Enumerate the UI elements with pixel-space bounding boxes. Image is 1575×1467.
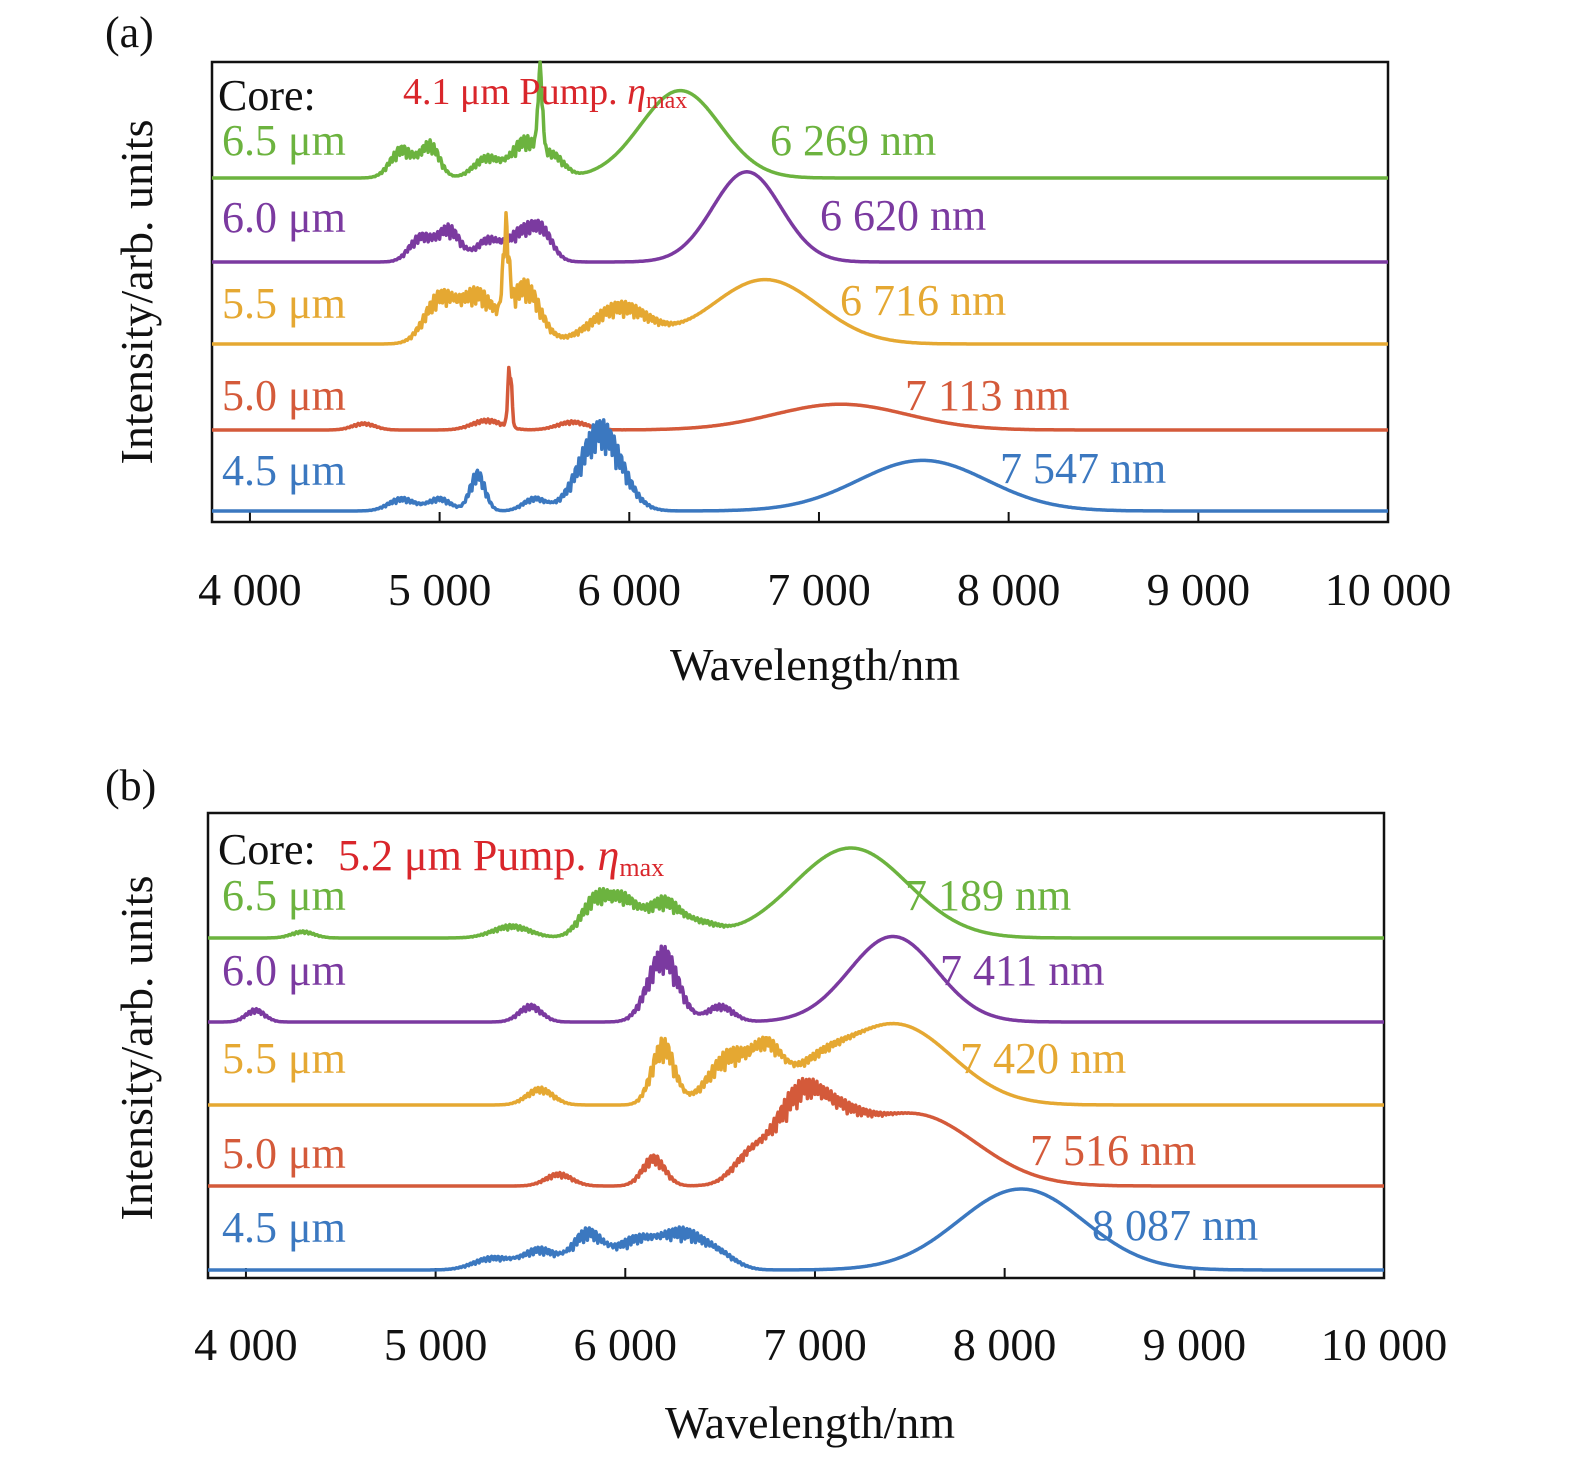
series-label: 4.5 μm	[222, 1203, 346, 1252]
series-label: 5.5 μm	[222, 1034, 346, 1083]
legend-title: Core:	[218, 825, 316, 874]
peak-label: 6 269 nm	[770, 116, 936, 165]
x-ticks: 4 000 5 000 6 000 7 000 8 000 9 000 10 000	[198, 512, 1451, 615]
series-line	[211, 170, 1389, 264]
peak-label: 8 087 nm	[1092, 1201, 1258, 1250]
peak-label: 7 547 nm	[1000, 444, 1166, 493]
y-axis-label: Intensity/arb. units	[111, 120, 162, 465]
series-line	[207, 1076, 1385, 1188]
peak-label: 7 411 nm	[940, 946, 1105, 995]
pump-annotation: 4.1 μm Pump. ηmax	[403, 71, 687, 114]
x-ticks: 4 000 5 000 6 000 7 000 8 000 9 000 10 000	[194, 1268, 1447, 1370]
x-tick-label: 10 000	[1321, 1319, 1448, 1370]
series-label: 6.0 μm	[222, 946, 346, 995]
panel-label: (b)	[105, 761, 156, 810]
panel-a: (a) 4 000 5 000 6 000 7 000 8 000 9 000 10 000…	[105, 8, 1451, 690]
series-label: 4.5 μm	[222, 446, 346, 495]
peak-label: 6 620 nm	[820, 191, 986, 240]
x-tick-label: 6 000	[574, 1319, 678, 1370]
series-line	[211, 365, 1389, 432]
eta-subscript: max	[619, 853, 664, 882]
series-line	[207, 934, 1385, 1024]
legend-title: Core:	[218, 71, 316, 120]
x-tick-label: 4 000	[194, 1319, 298, 1370]
x-tick-label: 6 000	[578, 564, 682, 615]
series-label: 6.0 μm	[222, 193, 346, 242]
x-tick-label: 7 000	[763, 1319, 867, 1370]
y-axis-label: Intensity/arb. units	[111, 876, 162, 1221]
pump-annotation: 5.2 μm Pump. ηmax	[338, 831, 664, 882]
series-label: 6.5 μm	[222, 871, 346, 920]
series-line	[207, 1021, 1385, 1107]
x-axis-label: Wavelength/nm	[665, 1397, 955, 1448]
series-label: 5.0 μm	[222, 371, 346, 420]
panel-label: (a)	[105, 8, 154, 57]
peak-label: 7 113 nm	[905, 371, 1070, 420]
x-tick-label: 8 000	[953, 1319, 1057, 1370]
peak-label: 7 420 nm	[960, 1034, 1126, 1083]
x-tick-label: 9 000	[1143, 1319, 1247, 1370]
series-line	[211, 60, 1389, 180]
series-label: 6.5 μm	[222, 116, 346, 165]
eta-symbol: η	[627, 71, 646, 113]
peak-label: 7 189 nm	[905, 871, 1071, 920]
panel-b: (b) 4 000 5 000 6 000 7 000 8 000 9 000 10 000…	[105, 761, 1447, 1448]
x-tick-label: 5 000	[384, 1319, 488, 1370]
series-label: 5.5 μm	[222, 279, 346, 328]
plot-frame	[210, 60, 1390, 524]
series-line	[211, 210, 1389, 346]
annotation-prefix: 4.1 μm Pump.	[403, 71, 627, 113]
x-tick-label: 5 000	[388, 564, 492, 615]
series-group: 6.5 μm 6 269 nm 6.0 μm 6 620 nm 5.5 μm 6 716 …	[211, 60, 1389, 513]
x-axis-label: Wavelength/nm	[670, 639, 960, 690]
peak-label: 6 716 nm	[840, 276, 1006, 325]
x-tick-label: 10 000	[1325, 564, 1452, 615]
x-tick-label: 4 000	[198, 564, 302, 615]
x-tick-label: 8 000	[957, 564, 1061, 615]
plot-frame	[206, 811, 1386, 1280]
eta-symbol: η	[598, 831, 620, 880]
series-line	[207, 1187, 1385, 1272]
eta-subscript: max	[646, 88, 687, 114]
annotation-prefix: 5.2 μm Pump.	[338, 831, 598, 880]
x-tick-label: 9 000	[1147, 564, 1251, 615]
peak-label: 7 516 nm	[1030, 1126, 1196, 1175]
series-group: 6.5 μm 7 189 nm 6.0 μm 7 411 nm 5.5 μm 7 420 …	[207, 846, 1385, 1272]
x-tick-label: 7 000	[767, 564, 871, 615]
series-label: 5.0 μm	[222, 1129, 346, 1178]
series-line	[211, 418, 1389, 513]
series-line	[207, 846, 1385, 940]
